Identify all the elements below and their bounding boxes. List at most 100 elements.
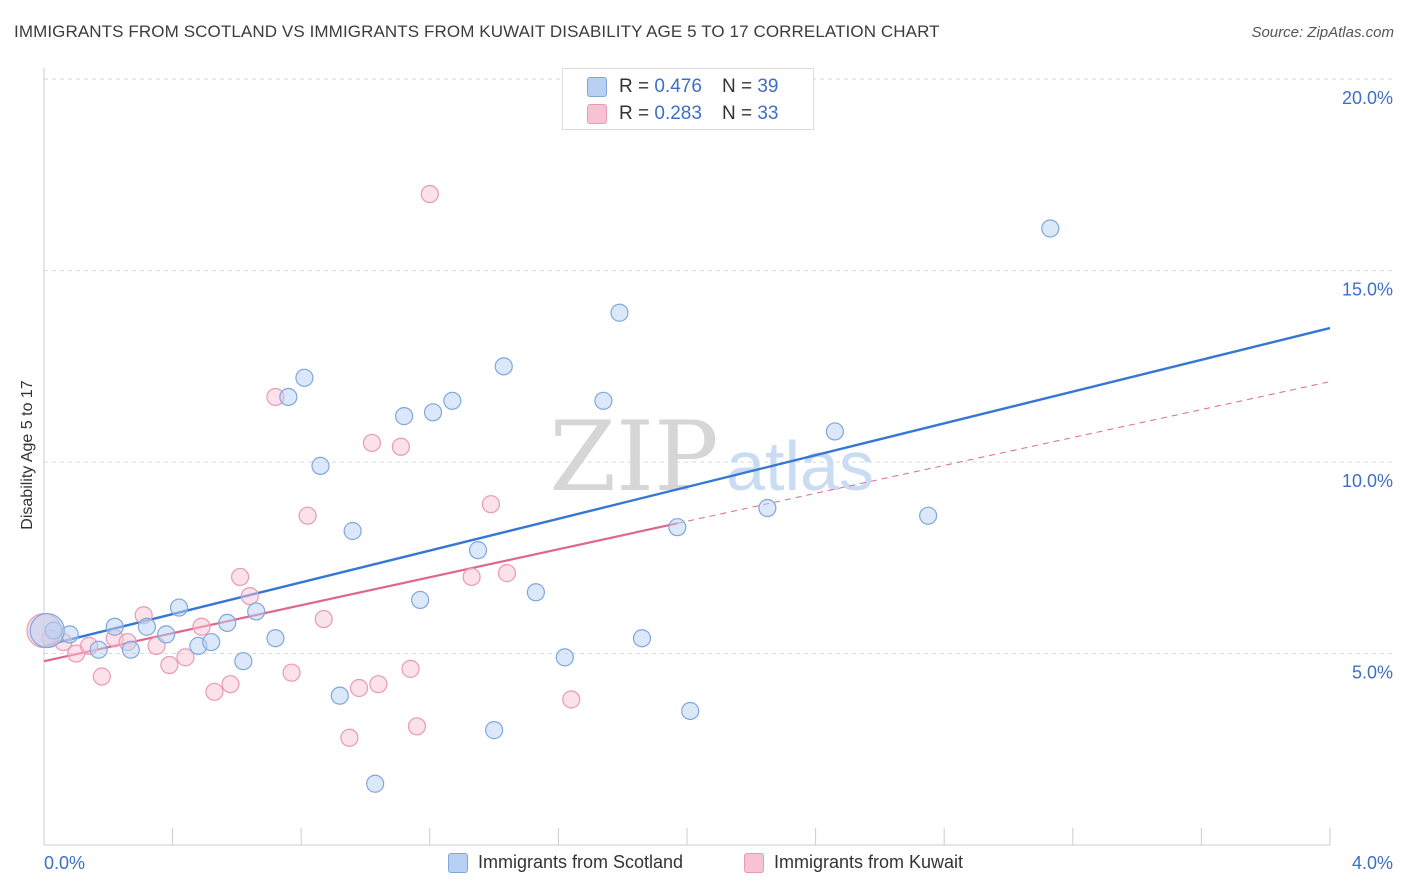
- scotland-r-value: 0.476: [654, 76, 702, 97]
- kuwait-point: [298, 506, 317, 525]
- scotland-point: [279, 387, 298, 407]
- kuwait-swatch: [587, 104, 607, 124]
- scotland-point: [137, 617, 156, 636]
- x-tick-label-max: 4.0%: [1352, 853, 1393, 873]
- kuwait-point: [362, 433, 382, 453]
- scotland-point: [632, 629, 652, 648]
- kuwait-point: [401, 659, 420, 678]
- y-axis-label: Disability Age 5 to 17: [19, 380, 36, 530]
- scotland-point: [485, 721, 504, 740]
- chart-title: IMMIGRANTS FROM SCOTLAND VS IMMIGRANTS F…: [14, 22, 940, 41]
- scotland-point: [330, 686, 349, 705]
- stats-legend: R = 0.476 N = 39 R = 0.283 N = 33: [562, 68, 814, 130]
- grid-layer: [44, 78, 1392, 655]
- y-tick-label: 20.0%: [1342, 88, 1393, 108]
- scotland-point: [468, 541, 488, 560]
- scotland-n-value: 39: [757, 76, 779, 97]
- scotland-point: [681, 701, 700, 721]
- scotland-point: [825, 422, 844, 441]
- scotland-point: [89, 640, 108, 659]
- scotland-point: [202, 632, 221, 652]
- kuwait-point: [231, 567, 250, 587]
- scotland-point: [218, 613, 237, 633]
- kuwait-point: [369, 675, 388, 694]
- scotland-point: [1041, 219, 1060, 238]
- scotland-trend-line: [43, 326, 1331, 648]
- kuwait-trend-line: [43, 522, 678, 663]
- scotland-point: [494, 357, 513, 376]
- scotland-n-label: N =: [721, 76, 753, 97]
- scotland-point: [266, 629, 285, 648]
- scotland-point: [169, 598, 189, 617]
- kuwait-point: [92, 667, 111, 686]
- kuwait-point: [420, 184, 439, 204]
- scotland-point: [343, 521, 362, 541]
- scotland-point: [555, 648, 574, 667]
- kuwait-point: [407, 717, 427, 736]
- scotland-point: [29, 612, 65, 649]
- scotland-point: [919, 506, 938, 525]
- y-tick-label: 10.0%: [1342, 471, 1393, 491]
- watermark-zip: ZIP: [549, 401, 718, 513]
- kuwait-trend-extension: [677, 381, 1331, 524]
- legend-label-kuwait: Immigrants from Kuwait: [774, 852, 964, 872]
- kuwait-r-label: R =: [619, 103, 650, 124]
- scotland-point: [295, 368, 314, 387]
- scotland-point: [668, 518, 687, 537]
- kuwait-n-label: N =: [721, 103, 753, 124]
- y-tick-label: 15.0%: [1342, 280, 1393, 300]
- legend-item-kuwait[interactable]: Immigrants from Kuwait: [744, 852, 963, 873]
- scotland-point: [366, 774, 385, 793]
- kuwait-point: [314, 609, 333, 629]
- scotland-point: [411, 590, 430, 610]
- kuwait-point: [391, 437, 410, 456]
- scotland-point: [247, 602, 266, 621]
- stats-row-kuwait: R = 0.283 N = 33: [587, 102, 778, 126]
- kuwait-point: [205, 682, 224, 701]
- kuwait-point: [497, 564, 517, 583]
- scotland-point: [394, 407, 414, 426]
- legend-swatch-kuwait: [744, 852, 764, 873]
- axis-layer: [43, 68, 1331, 846]
- trend-layer: [43, 326, 1331, 663]
- watermark-atlas: atlas: [726, 427, 874, 505]
- stats-row-scotland: R = 0.476 N = 39: [587, 75, 778, 99]
- tick-label-layer: 5.0% 10.0% 15.0% 20.0% 0.0% 4.0%: [44, 88, 1393, 873]
- scotland-point: [105, 617, 124, 636]
- legend-item-scotland[interactable]: Immigrants from Scotland: [448, 852, 683, 873]
- bottom-legend: Immigrants from Scotland Immigrants from…: [0, 852, 1406, 878]
- legend-label-scotland: Immigrants from Scotland: [478, 852, 684, 872]
- legend-swatch-scotland: [448, 852, 468, 873]
- y-tick-label: 5.0%: [1352, 663, 1393, 683]
- kuwait-n-value: 33: [757, 103, 779, 124]
- chart-source: Source: ZipAtlas.com: [1251, 24, 1394, 41]
- kuwait-point: [221, 675, 240, 694]
- kuwait-point: [340, 728, 359, 747]
- kuwait-point: [481, 495, 500, 514]
- scotland-swatch: [587, 77, 607, 97]
- scotland-point: [234, 652, 253, 671]
- kuwait-point: [462, 567, 481, 587]
- kuwait-point: [240, 586, 259, 606]
- points-layer: [26, 184, 1060, 793]
- kuwait-point: [160, 655, 179, 675]
- scotland-point: [526, 583, 545, 602]
- watermark: ZIP atlas: [549, 401, 874, 513]
- kuwait-point: [349, 678, 369, 698]
- scotland-r-label: R =: [619, 76, 650, 97]
- scotland-point: [311, 456, 330, 476]
- kuwait-point: [176, 648, 195, 667]
- scotland-point: [594, 391, 613, 410]
- kuwait-point: [192, 617, 211, 636]
- x-tick-label-min: 0.0%: [44, 853, 85, 873]
- scotland-point: [121, 640, 140, 659]
- scotland-point: [157, 625, 176, 644]
- scotland-point: [610, 303, 629, 322]
- scotland-point: [423, 403, 443, 422]
- kuwait-point: [562, 690, 581, 709]
- scotland-point: [443, 391, 462, 410]
- kuwait-r-value: 0.283: [654, 103, 702, 124]
- scotland-point: [758, 498, 777, 518]
- kuwait-point: [282, 663, 301, 682]
